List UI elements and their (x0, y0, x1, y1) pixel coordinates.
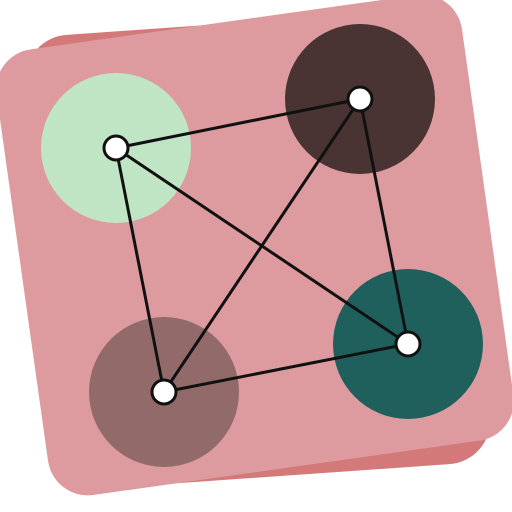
edge-top-left-to-bottom-left (114, 147, 166, 393)
node-top-right-center (346, 85, 374, 113)
edge-top-right-to-bottom-left (162, 98, 362, 393)
node-right-center (394, 330, 422, 358)
graph-edges (114, 97, 410, 394)
node-bottom-left-center (150, 378, 178, 406)
node-centers (102, 85, 422, 406)
edge-top-left-to-top-right (115, 97, 361, 150)
edge-top-right-to-right (358, 98, 410, 345)
node-top-left-center (102, 134, 130, 162)
edge-bottom-left-to-right (163, 342, 409, 394)
front-card (0, 0, 512, 496)
